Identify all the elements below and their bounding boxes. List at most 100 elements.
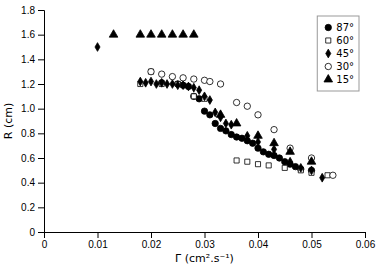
tick: 1.6 (21, 29, 44, 40)
plot-area (95, 30, 336, 182)
legend-label: 30° (336, 61, 354, 72)
point (254, 131, 263, 138)
legend-item: 15° (324, 74, 354, 85)
point (136, 30, 145, 37)
tick: 0.06 (356, 232, 376, 250)
tick-mark (38, 10, 44, 11)
legend-symbol (325, 24, 331, 30)
legend-item: 60° (326, 35, 354, 46)
tick-label: 1.2 (21, 79, 35, 90)
point (232, 119, 241, 126)
tick-mark (38, 35, 44, 36)
tick-label: 0.03 (195, 239, 215, 250)
tick-label: 1.8 (21, 5, 35, 16)
legend-label: 15° (336, 74, 354, 85)
point (245, 131, 250, 140)
point (207, 96, 212, 105)
tick-label: 0 (42, 239, 48, 250)
legend-label: 45° (336, 48, 354, 59)
tick: 0.01 (88, 232, 108, 250)
tick-mark (312, 232, 313, 238)
series (138, 69, 330, 178)
point (233, 99, 239, 105)
point (307, 157, 316, 164)
point (170, 80, 175, 89)
point (181, 81, 186, 90)
series (148, 68, 336, 178)
point (196, 96, 202, 102)
tick-mark (38, 59, 44, 60)
tick: 0.2 (21, 202, 44, 213)
point (148, 68, 154, 74)
chart: 0 0.01 0.02 0.03 0.04 0.05 0.06 0 0.2 0.4 0.6 0.8 1.… (0, 0, 377, 268)
point (147, 30, 156, 37)
tick: 0.8 (21, 128, 44, 139)
tick: 0.05 (302, 232, 322, 250)
tick: 0.04 (249, 232, 269, 250)
tick-label: 1.6 (21, 29, 35, 40)
point (175, 81, 180, 90)
tick-label: 1.0 (21, 103, 35, 114)
tick-label: 0.02 (142, 239, 162, 250)
point (309, 166, 314, 175)
point (143, 78, 148, 87)
tick-mark (38, 207, 44, 208)
point (168, 30, 177, 37)
point (330, 172, 336, 178)
tick-mark (98, 232, 99, 238)
point (255, 112, 261, 118)
tick-mark (205, 232, 206, 238)
legend-label: 60° (336, 35, 354, 46)
point (212, 120, 218, 126)
x-axis-title: Γ (cm².s⁻¹) (175, 252, 234, 265)
point (207, 112, 213, 118)
tick-mark (38, 109, 44, 110)
tick-mark (365, 232, 366, 238)
legend-item: 45° (326, 48, 354, 59)
series (159, 80, 315, 174)
tick: 0.03 (195, 232, 215, 250)
point (207, 78, 213, 84)
point (191, 83, 196, 92)
legend-symbol (324, 75, 333, 82)
tick-mark (38, 84, 44, 85)
legend: 87°60°45°30°15° (317, 16, 359, 91)
point (255, 138, 260, 147)
point (138, 77, 143, 86)
x-axis: 0 0.01 0.02 0.03 0.04 0.05 0.06 (42, 232, 376, 250)
point (180, 75, 186, 81)
tick-mark (38, 232, 44, 233)
axis-line (38, 11, 45, 233)
point (190, 30, 199, 37)
legend-symbol (325, 63, 331, 69)
point (286, 147, 295, 154)
point (217, 81, 223, 87)
point (266, 163, 271, 168)
tick: 1.4 (21, 54, 44, 65)
point (148, 69, 153, 74)
series (109, 30, 316, 164)
y-axis: 0 0.2 0.4 0.6 0.8 1.0 1.2 1.4 1.6 1.8 (21, 5, 44, 238)
point (320, 173, 325, 182)
point (179, 30, 188, 37)
tick-label: 0 (29, 227, 35, 238)
tick: 1.0 (21, 103, 44, 114)
point (234, 158, 239, 163)
tick-mark (38, 183, 44, 184)
tick-label: 0.4 (21, 177, 35, 188)
tick-label: 0.6 (21, 153, 35, 164)
point (186, 82, 191, 91)
tick-mark (38, 133, 44, 134)
y-axis-title: R (cm) (2, 103, 15, 140)
point (95, 43, 100, 52)
point (255, 162, 260, 167)
point (169, 73, 175, 79)
point (159, 78, 164, 87)
point (216, 110, 225, 117)
tick-label: 1.4 (21, 54, 35, 65)
point (244, 103, 250, 109)
tick: 0.4 (21, 177, 44, 188)
point (197, 86, 202, 95)
tick: 0 (42, 232, 48, 250)
point (288, 157, 293, 166)
